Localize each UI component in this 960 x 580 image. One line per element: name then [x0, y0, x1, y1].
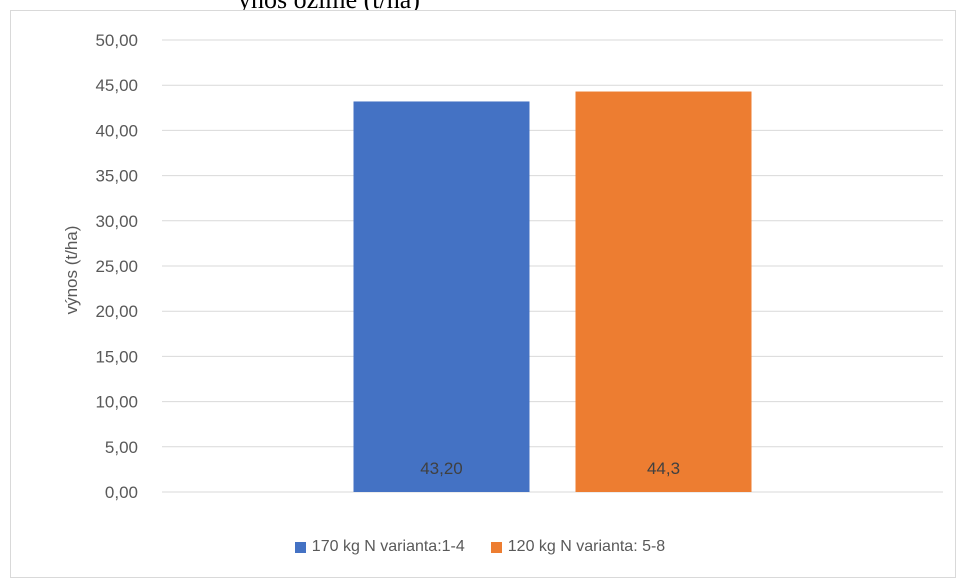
bars [353, 91, 752, 493]
bar-series-1 [353, 101, 530, 493]
y-tick-label: 50,00 [95, 31, 138, 50]
y-tick-label: 0,00 [105, 483, 138, 502]
data-label-series-2: 44,3 [647, 459, 680, 478]
y-tick-label: 45,00 [95, 76, 138, 95]
y-tick-label: 30,00 [95, 212, 138, 231]
legend: 170 kg N varianta:1-4 120 kg N varianta:… [0, 538, 960, 556]
y-tick-label: 15,00 [95, 347, 138, 366]
legend-swatch-series-1 [294, 541, 306, 553]
y-tick-label: 5,00 [105, 438, 138, 457]
legend-item-series-2: 120 kg N varianta: 5-8 [490, 538, 666, 556]
y-tick-label: 20,00 [95, 302, 138, 321]
legend-label-series-1: 170 kg N varianta:1-4 [311, 538, 465, 555]
y-axis-tick-labels: 0,00 5,00 10,00 15,00 20,00 25,00 30,00 35,00 40… [95, 31, 138, 502]
data-label-series-1: 43,20 [420, 459, 463, 478]
y-tick-label: 10,00 [95, 393, 138, 412]
legend-item-series-1: 170 kg N varianta:1-4 [294, 538, 465, 556]
y-tick-label: 25,00 [95, 257, 138, 276]
y-tick-label: 40,00 [95, 121, 138, 140]
legend-label-series-2: 120 kg N varianta: 5-8 [507, 538, 666, 555]
y-tick-label: 35,00 [95, 167, 138, 186]
legend-swatch-series-2 [490, 541, 502, 553]
y-axis-title: výnos (t/ha) [62, 226, 81, 315]
gridlines [162, 39, 943, 493]
bar-series-2 [575, 91, 752, 492]
data-labels: 43,20 44,3 [420, 459, 680, 478]
